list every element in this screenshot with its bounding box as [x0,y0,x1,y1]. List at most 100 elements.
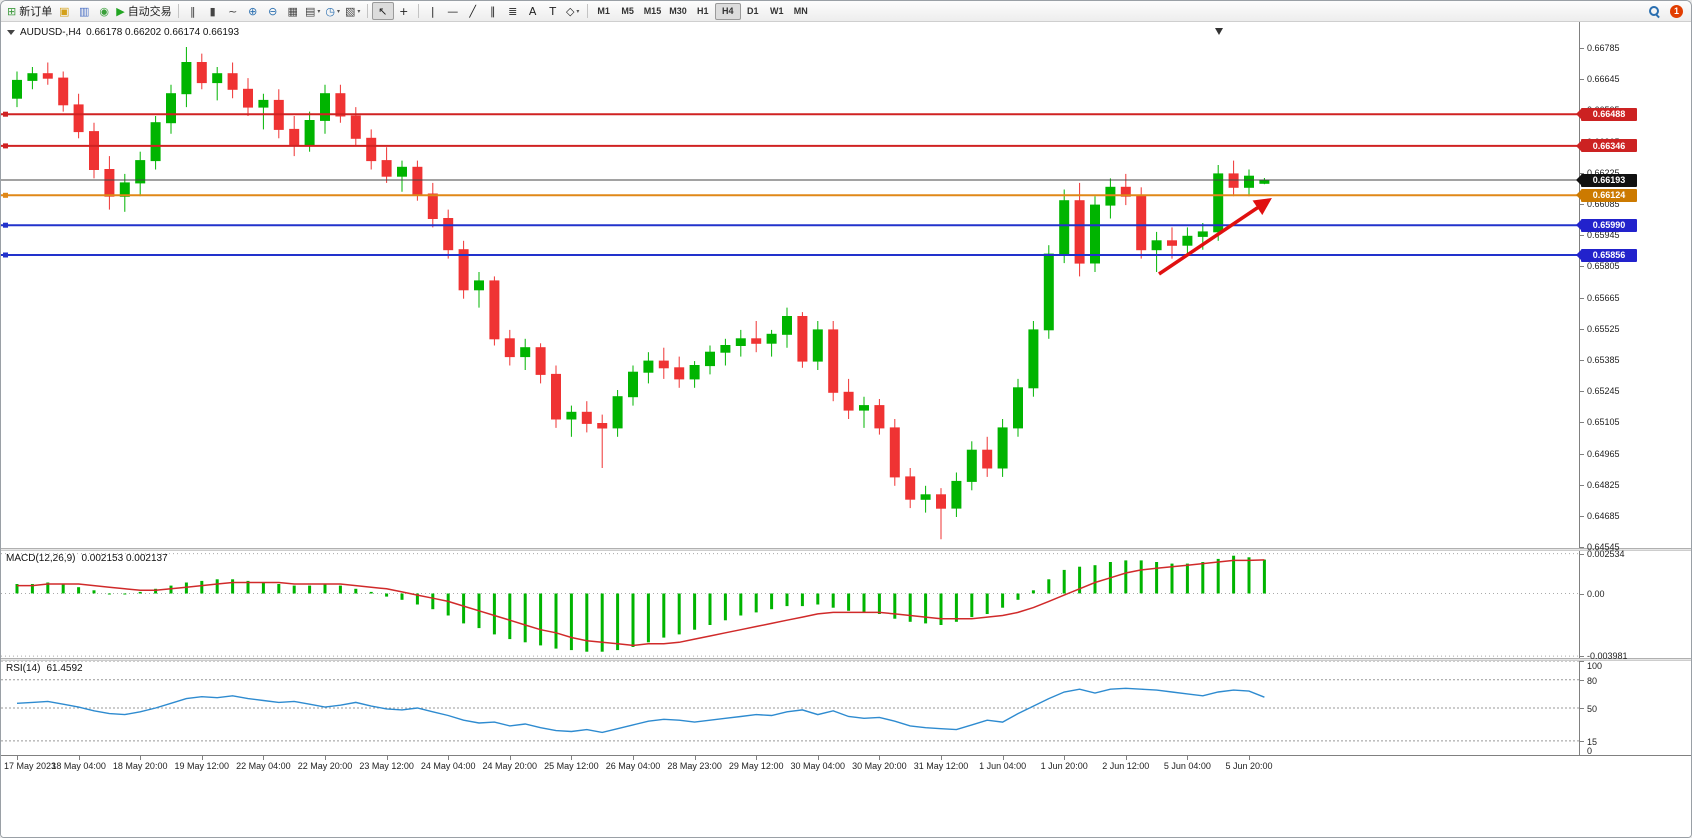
toolbar-separator [417,4,419,18]
tf-m15-button[interactable]: M15 [643,6,662,16]
price-line-badge[interactable]: 0.65990 [1576,218,1637,232]
rsi-level-label: 15 [1587,736,1598,747]
price-tick [1580,48,1584,50]
macd-title: MACD(12,26,9) 0.002153 0.002137 [6,553,168,564]
price-axis[interactable]: 0.667850.666450.665050.663650.662250.660… [1576,22,1691,552]
time-axis-label: 24 May 04:00 [420,761,476,771]
price-tick [1580,360,1584,361]
market-watch-icon: ▥ [79,4,90,18]
tf-mn-button[interactable]: MN [793,6,808,16]
candlestick-chart[interactable] [1,22,1579,548]
cursor-button[interactable]: ↖ [371,2,394,20]
price-line-badge[interactable]: 0.66346 [1576,139,1637,153]
toolbar-right: 1 [1644,3,1687,19]
tf-h1-button[interactable]: H1 [696,6,709,16]
macd-scale-label: 0.002534 [1587,548,1625,559]
macd-label: MACD(12,26,9) [6,553,76,564]
text-label-button[interactable]: T [543,3,563,19]
time-axis-label: 1 Jun 20:00 [1040,761,1088,771]
period-button[interactable]: ◷ ▾ [323,3,343,19]
time-axis-label: 23 May 12:00 [359,761,414,771]
trendline-icon: ╱ [469,4,476,18]
fibonacci-icon: ≣ [508,4,518,18]
price-line-badge[interactable]: 0.65856 [1576,248,1637,262]
tf-h4-button[interactable]: H4 [714,2,741,20]
panel-divider[interactable] [1,548,1691,551]
price-tick-label: 0.65805 [1587,261,1620,272]
candlestick-chart-button[interactable]: ▮ [203,3,223,19]
crosshair-icon: + [399,4,409,18]
auto-trading-button[interactable]: ▶ 自动交易 [116,4,172,19]
time-axis-label: 1 Jun 04:00 [979,761,1027,771]
shapes-button[interactable]: ◇ ▾ [563,3,583,19]
price-line-badge[interactable]: 0.66193 [1576,173,1637,187]
time-axis-label: 19 May 12:00 [174,761,230,771]
vertical-line-button[interactable]: | [423,3,443,19]
text-label-icon: T [549,4,557,18]
toolbar-left-groups: ⊞ 新订单 ▣ ▥ ◉ ▶ 自动交易 ‖ ▮ ~ ⊕ ⊖ ▦ ▤ ▾ ◷ ▾ ▧ ▾ ↖ + | — ╱ ∥ ≣ A T ◇ ▾ M1 M5 M… [5,2,813,20]
price-tick-label: 0.64545 [1587,542,1620,553]
bar-chart-button[interactable]: ‖ [183,3,203,19]
fibonacci-button[interactable]: ≣ [503,3,523,19]
price-tick-label: 0.66785 [1587,43,1620,54]
price-tick [1580,484,1584,486]
search-button[interactable] [1644,3,1664,19]
time-axis-label: 30 May 20:00 [852,761,907,771]
time-axis[interactable]: 17 May 2023 18 May 04:00 18 May 20:00 19 Ma… [1,755,1691,778]
price-tick-label: 0.65105 [1587,417,1620,428]
cursor-icon: ↖ [378,4,388,18]
tf-m1-button[interactable]: M1 [597,6,610,16]
auto-arrange-icon: ▤ [304,4,316,18]
line-chart-button[interactable]: ~ [223,3,243,19]
auto-trading-icon: ▶ [116,4,125,18]
chart-collapse-icon[interactable] [7,30,15,35]
chevron-down-icon: ▾ [357,7,361,15]
time-axis-label: 18 May 04:00 [51,761,106,771]
macd-chart[interactable] [1,551,1579,658]
profiles-button[interactable]: ▣ [54,3,74,19]
price-line-badge[interactable]: 0.66124 [1576,188,1637,202]
rsi-chart[interactable] [1,661,1579,755]
price-tick [1580,422,1584,424]
tf-m30-button[interactable]: M30 [669,6,687,16]
tf-m5-button[interactable]: M5 [621,6,634,16]
zoom-out-button[interactable]: ⊖ [263,3,283,19]
notification-badge[interactable]: 1 [1670,4,1683,18]
rsi-panel: 100 80 50 15 0 RSI(14) 61.4592 [1,661,1691,756]
data-window-button[interactable]: ◉ [94,3,114,19]
tf-d1-button[interactable]: D1 [746,6,759,16]
price-tick-label: 0.65665 [1587,292,1620,303]
rsi-level-label: 0 [1587,746,1593,756]
rsi-axis: 100 80 50 15 0 [1579,661,1691,756]
channel-button[interactable]: ∥ [483,3,503,19]
time-axis-label: 17 May 2023 [4,761,57,771]
time-axis-label: 22 May 20:00 [297,761,353,771]
tf-w1-button[interactable]: W1 [769,6,784,16]
trendline-button[interactable]: ╱ [463,3,483,19]
auto-arrange-button[interactable]: ▤ ▾ [303,3,323,19]
horizontal-line-button[interactable]: — [443,3,463,19]
profiles-icon: ▣ [59,4,70,18]
time-axis-label: 24 May 20:00 [482,761,538,771]
period-icon: ◷ [325,4,335,18]
zoom-in-button[interactable]: ⊕ [243,3,263,19]
zoom-out-icon: ⊖ [268,4,278,18]
search-icon [1648,5,1660,17]
price-tick [1580,79,1584,81]
crosshair-button[interactable]: + [394,3,414,19]
rsi-title: RSI(14) 61.4592 [6,663,83,674]
price-tick-label: 0.66645 [1587,74,1620,85]
chart-shift-marker [1215,28,1223,35]
price-tick [1580,547,1584,549]
text-button[interactable]: A [523,3,543,19]
new-order-button[interactable]: ⊞ 新订单 [7,4,53,19]
time-axis-label: 2 Jun 12:00 [1102,761,1150,771]
price-tick [1580,172,1584,174]
tile-windows-button[interactable]: ▦ [283,3,303,19]
toolbar-separator [586,4,588,18]
templates-button[interactable]: ▧ ▾ [343,3,363,19]
price-tick-label: 0.65945 [1587,230,1620,241]
price-tick-label: 0.65385 [1587,355,1620,365]
price-line-badge[interactable]: 0.66488 [1576,107,1637,121]
market-watch-button[interactable]: ▥ [74,3,94,19]
